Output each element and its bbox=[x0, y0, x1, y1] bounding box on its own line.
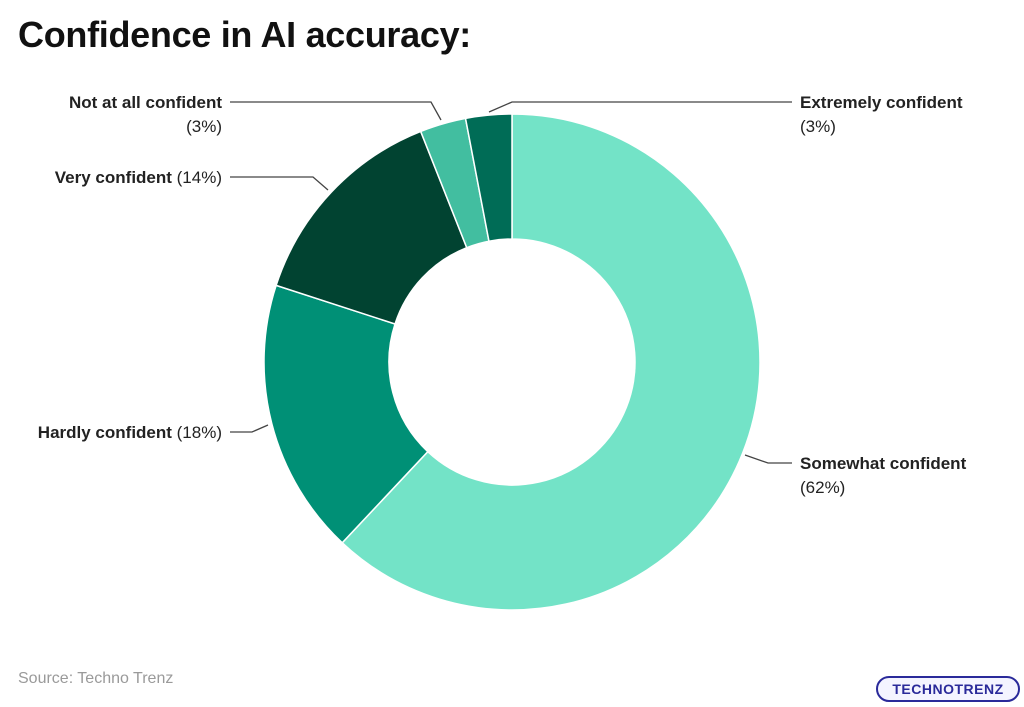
slice-somewhat-confident bbox=[341, 113, 761, 611]
label-name: Not at all confident bbox=[69, 93, 222, 112]
slice-extremely-confident bbox=[464, 113, 513, 243]
label-name: Very confident bbox=[55, 168, 172, 187]
label-not-at-all-confident: Not at all confident (3%) bbox=[69, 93, 222, 136]
slice-hardly-confident bbox=[263, 284, 429, 544]
label-name: Hardly confident bbox=[38, 423, 172, 442]
label-somewhat-confident: Somewhat confident (62%) bbox=[800, 454, 967, 497]
label-percent: (14%) bbox=[172, 168, 222, 187]
label-extremely-confident: Extremely confident (3%) bbox=[800, 93, 963, 136]
label-percent: (18%) bbox=[172, 423, 222, 442]
leader-line-very-confident bbox=[230, 176, 329, 191]
brand-logo: TECHNOTRENZ bbox=[876, 676, 1020, 702]
labels-group: Somewhat confident (62%) Hardly confident … bbox=[38, 93, 967, 497]
label-percent: (3%) bbox=[800, 117, 836, 136]
label-hardly-confident: Hardly confident (18%) bbox=[38, 423, 222, 442]
slices-group bbox=[263, 113, 761, 611]
label-percent: (3%) bbox=[186, 117, 222, 136]
leader-lines-group bbox=[230, 101, 792, 464]
leader-line-hardly-confident bbox=[230, 424, 269, 433]
slice-very-confident bbox=[275, 130, 468, 325]
source-note: Source: Techno Trenz bbox=[18, 670, 174, 687]
label-percent: (62%) bbox=[800, 478, 845, 497]
chart-title: Confidence in AI accuracy: bbox=[18, 14, 471, 55]
leader-line-extremely-confident bbox=[488, 101, 792, 113]
label-name: Somewhat confident bbox=[800, 454, 967, 473]
label-name: Extremely confident bbox=[800, 93, 963, 112]
label-very-confident: Very confident (14%) bbox=[55, 168, 222, 187]
leader-line-not-at-all-confident bbox=[230, 101, 442, 121]
leader-line-somewhat-confident bbox=[744, 454, 792, 464]
